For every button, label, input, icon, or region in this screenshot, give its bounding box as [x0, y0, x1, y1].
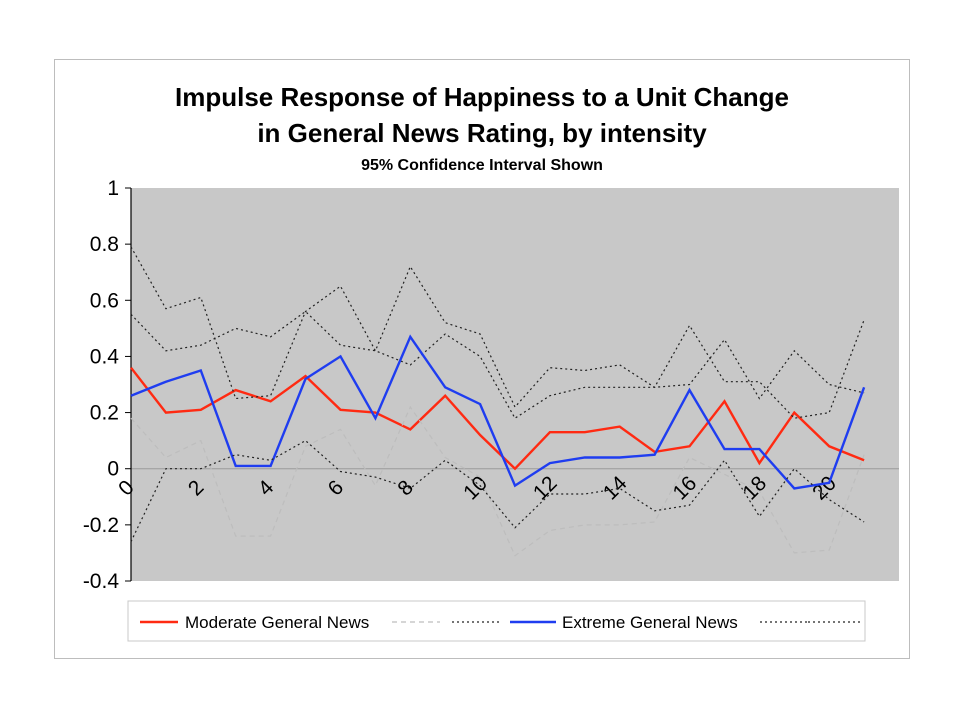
y-tick-label: -0.2 — [83, 514, 119, 537]
chart-title-line-2: in General News Rating, by intensity — [257, 118, 707, 148]
series-line-4 — [130, 334, 866, 490]
legend-label-1: Moderate General News — [185, 613, 369, 632]
series-line-5 — [130, 246, 865, 419]
y-tick-label: 1 — [107, 177, 119, 200]
y-tick-label: 0.4 — [90, 345, 120, 368]
y-tick-label: 0.6 — [90, 289, 119, 312]
legend-label-4: Extreme General News — [562, 613, 738, 632]
y-tick-label: -0.4 — [83, 570, 120, 593]
y-tick-label: 0.8 — [90, 233, 119, 256]
y-tick-label: 0.2 — [90, 402, 119, 425]
series-line-2 — [130, 405, 865, 557]
series-line-6 — [130, 439, 865, 542]
legend: Moderate General News Extreme General New… — [127, 600, 866, 642]
plot-area — [131, 188, 899, 581]
plot-background — [131, 188, 899, 581]
y-tick-label: 0 — [107, 458, 119, 481]
chart-subtitle: 95% Confidence Interval Shown — [361, 157, 603, 174]
series-lines — [130, 246, 866, 557]
chart-titles: Impulse Response of Happiness to a Unit … — [175, 82, 789, 174]
chart-title-line-1: Impulse Response of Happiness to a Unit … — [175, 82, 789, 112]
legend-box — [127, 600, 866, 642]
series-line-1 — [130, 366, 865, 471]
y-axis: 1 0.8 0.6 0.4 0.2 0 -0.2 -0.4 — [83, 177, 132, 593]
